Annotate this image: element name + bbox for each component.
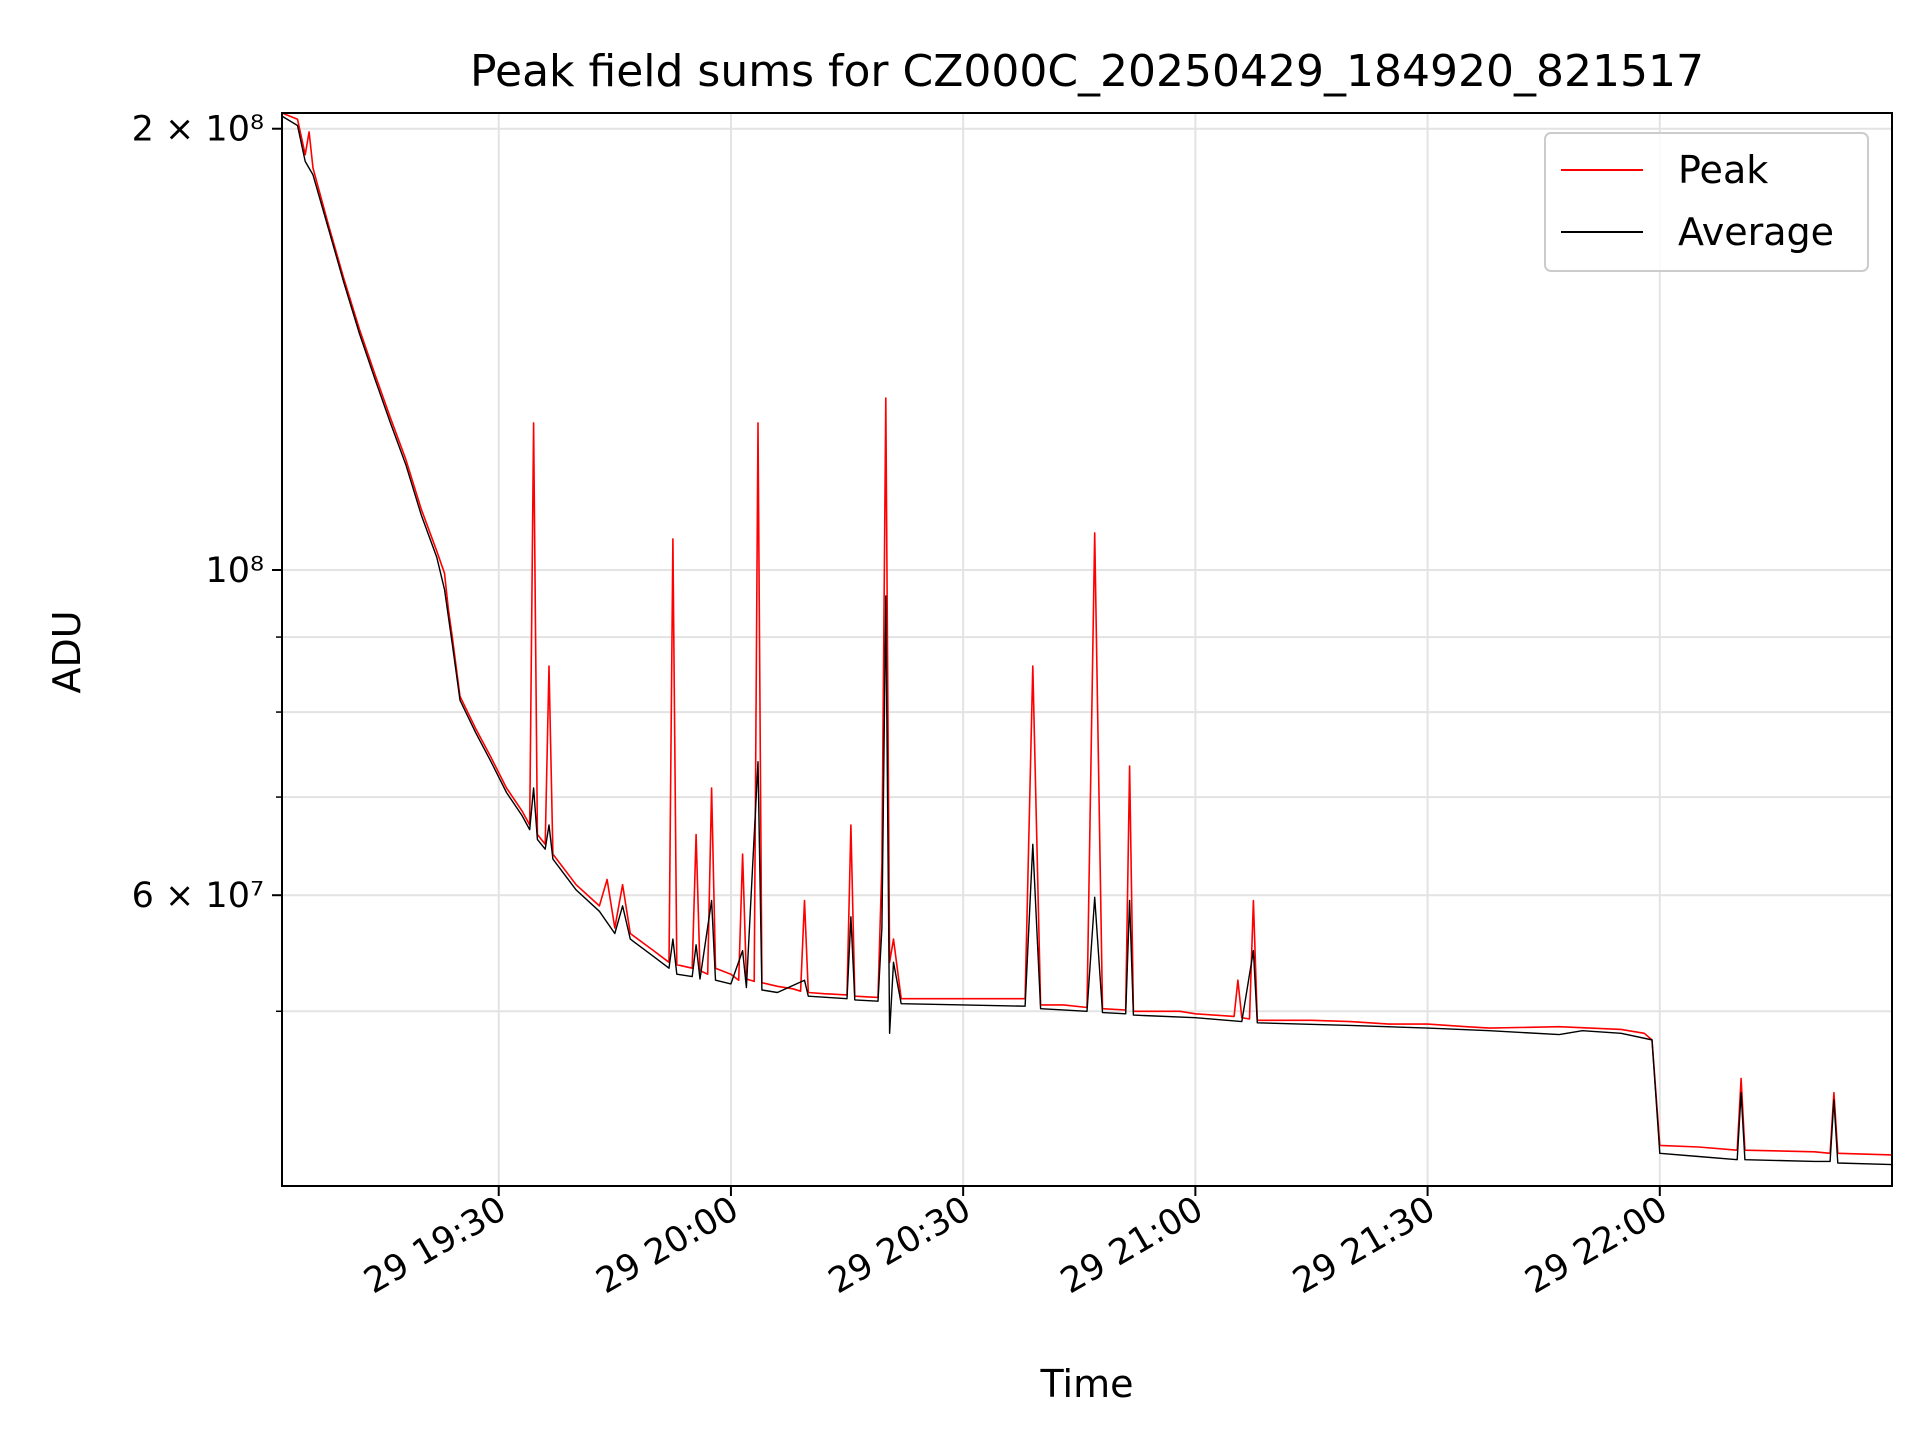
plot-frame [281,112,1893,1187]
legend-box [1544,132,1869,272]
y-tick-label: 2 × 10⁸ [132,110,264,150]
x-axis-label: Time [1040,1362,1134,1406]
legend-label-peak: Peak [1678,148,1768,192]
legend: Peak Average [1544,132,1869,272]
legend-label-average: Average [1678,210,1834,254]
series-line-peak [281,112,1893,1156]
y-tick-label: 6 × 10⁷ [132,876,264,916]
y-axis-label: ADU [45,610,89,693]
y-tick-label: 10⁸ [205,551,264,591]
series-line-average [281,115,1893,1166]
grid [282,113,1892,1186]
series-layer [281,112,1893,1166]
chart-title: Peak field sums for CZ000C_20250429_1849… [470,46,1704,97]
